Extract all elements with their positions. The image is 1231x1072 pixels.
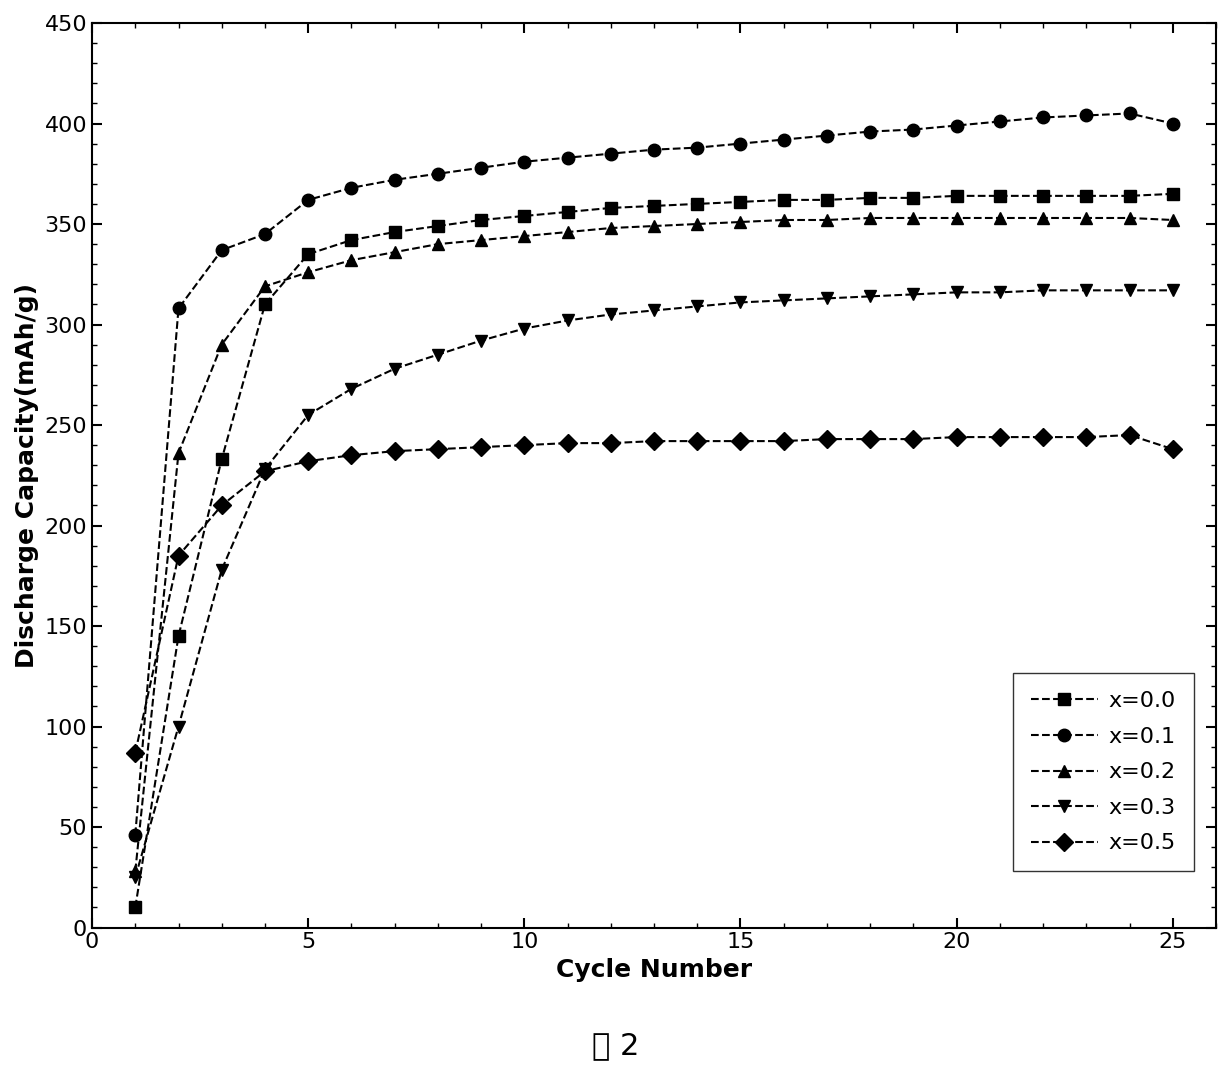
Text: 图 2: 图 2 (592, 1030, 639, 1060)
Y-axis label: Discharge Capacity(mAh/g): Discharge Capacity(mAh/g) (15, 283, 39, 668)
Legend: x=0.0, x=0.1, x=0.2, x=0.3, x=0.5: x=0.0, x=0.1, x=0.2, x=0.3, x=0.5 (1013, 673, 1194, 872)
X-axis label: Cycle Number: Cycle Number (556, 958, 752, 982)
